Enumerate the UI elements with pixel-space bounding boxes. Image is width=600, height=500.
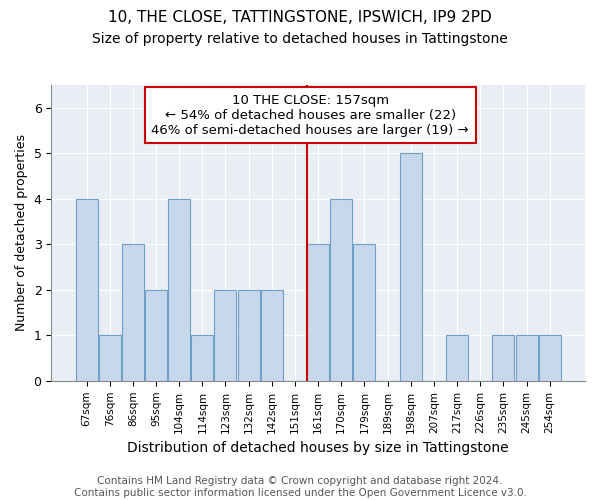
- Text: 10 THE CLOSE: 157sqm
← 54% of detached houses are smaller (22)
46% of semi-detac: 10 THE CLOSE: 157sqm ← 54% of detached h…: [151, 94, 469, 137]
- Bar: [214, 290, 236, 381]
- Bar: [307, 244, 329, 381]
- Bar: [238, 290, 260, 381]
- Bar: [400, 154, 422, 381]
- Text: Contains HM Land Registry data © Crown copyright and database right 2024.
Contai: Contains HM Land Registry data © Crown c…: [74, 476, 526, 498]
- Text: Size of property relative to detached houses in Tattingstone: Size of property relative to detached ho…: [92, 32, 508, 46]
- Bar: [168, 199, 190, 381]
- Bar: [493, 336, 514, 381]
- Bar: [145, 290, 167, 381]
- Bar: [122, 244, 144, 381]
- Bar: [515, 336, 538, 381]
- Bar: [98, 336, 121, 381]
- Text: 10, THE CLOSE, TATTINGSTONE, IPSWICH, IP9 2PD: 10, THE CLOSE, TATTINGSTONE, IPSWICH, IP…: [108, 10, 492, 25]
- Bar: [446, 336, 468, 381]
- Bar: [191, 336, 214, 381]
- X-axis label: Distribution of detached houses by size in Tattingstone: Distribution of detached houses by size …: [127, 441, 509, 455]
- Bar: [330, 199, 352, 381]
- Bar: [353, 244, 376, 381]
- Bar: [261, 290, 283, 381]
- Bar: [539, 336, 561, 381]
- Bar: [76, 199, 98, 381]
- Y-axis label: Number of detached properties: Number of detached properties: [15, 134, 28, 332]
